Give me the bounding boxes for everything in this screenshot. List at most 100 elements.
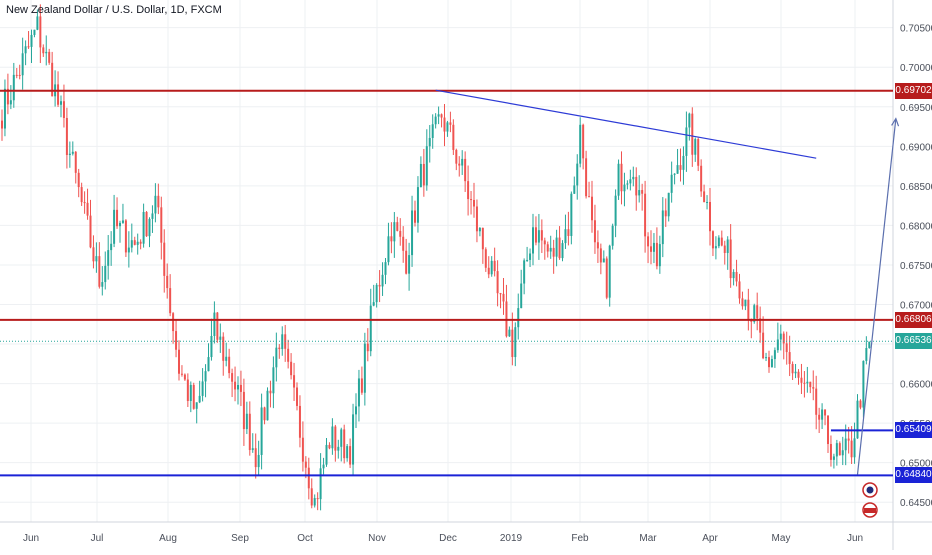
candle-body [355,406,357,415]
candle-body [700,165,703,192]
candle-body [608,245,611,298]
candle-body [596,242,599,249]
candle-body [116,209,119,227]
projection-arrow-head [891,117,900,127]
candle-body [478,227,481,232]
candle-body [319,468,322,500]
candle-body [720,237,723,246]
candle-body [776,339,779,351]
level-price-tag: 0.69702 [895,82,932,99]
candle-body [658,244,661,267]
candle-body [641,190,644,194]
candle-body [39,16,42,48]
candle-body [160,207,163,243]
candle-body [42,47,45,54]
candle-body [33,29,36,35]
candle-body [228,356,231,374]
candle-body [148,218,151,237]
candle-body [688,113,691,128]
candle-body [80,187,83,203]
candle-body [101,282,104,287]
candle-body [520,283,523,309]
candle-body [157,195,160,208]
candle-body [747,299,750,320]
candle-body [166,275,169,289]
candle-body [375,284,378,303]
candle-body [626,183,629,185]
candle-body [104,265,107,283]
candle-body [57,84,60,105]
candle-body [475,206,478,232]
candle-body [257,454,260,468]
candle-body [664,210,667,217]
candle-body [508,329,511,337]
candle-body [744,299,747,307]
candle-body [614,195,617,226]
candle-body [175,331,178,350]
candle-body [487,267,490,275]
candle-body [396,222,399,231]
candle-body [1,120,3,129]
candle-body [490,260,493,275]
candle-body [121,220,124,223]
candle-body [588,196,591,198]
event-flag-icon [864,508,876,513]
candle-body [797,371,800,378]
candle-body [269,390,272,394]
candle-body [599,248,602,263]
candle-body [729,239,732,279]
candle-body [62,101,65,118]
candle-body [12,74,15,101]
candle-body [127,247,130,253]
candle-body [496,271,499,294]
candle-body [107,250,110,266]
candle-body [844,438,847,451]
candle-body [756,305,759,319]
x-tick-label: Jul [91,533,104,544]
x-tick-label: May [772,533,791,544]
candle-body [446,122,449,132]
candle-body [735,271,738,282]
candle-body [602,258,605,263]
candle-body [703,191,706,203]
candle-body [242,391,245,430]
candle-body [316,498,319,500]
candle-body [266,390,269,421]
candle-body [139,241,142,244]
candle-body [732,271,735,279]
candle-body [532,227,534,254]
candle-body [169,288,172,314]
candle-body [65,117,68,155]
candle-body [133,240,136,245]
candle-body [198,395,201,403]
candle-body [369,305,372,352]
candle-body [411,210,414,256]
candle-body [558,237,561,259]
candle-body [593,220,596,243]
candle-body [502,293,505,302]
candle-body [431,124,434,138]
candle-body [806,381,809,384]
candle-body [809,381,812,388]
x-tick-label: Mar [639,533,657,544]
candle-body [119,222,121,227]
candle-body [216,312,219,340]
candle-body [862,360,865,408]
candle-body [620,163,623,192]
candle-body [183,374,186,380]
candle-body [770,359,773,368]
candle-body [567,229,570,236]
candle-body [768,357,770,368]
candle-body [334,426,337,451]
candle-body [741,298,744,307]
candle-body [189,384,192,401]
candle-body [27,46,30,48]
candle-body [791,364,794,374]
candle-body [130,240,133,248]
candle-body [275,347,278,368]
candle-body [9,100,12,105]
